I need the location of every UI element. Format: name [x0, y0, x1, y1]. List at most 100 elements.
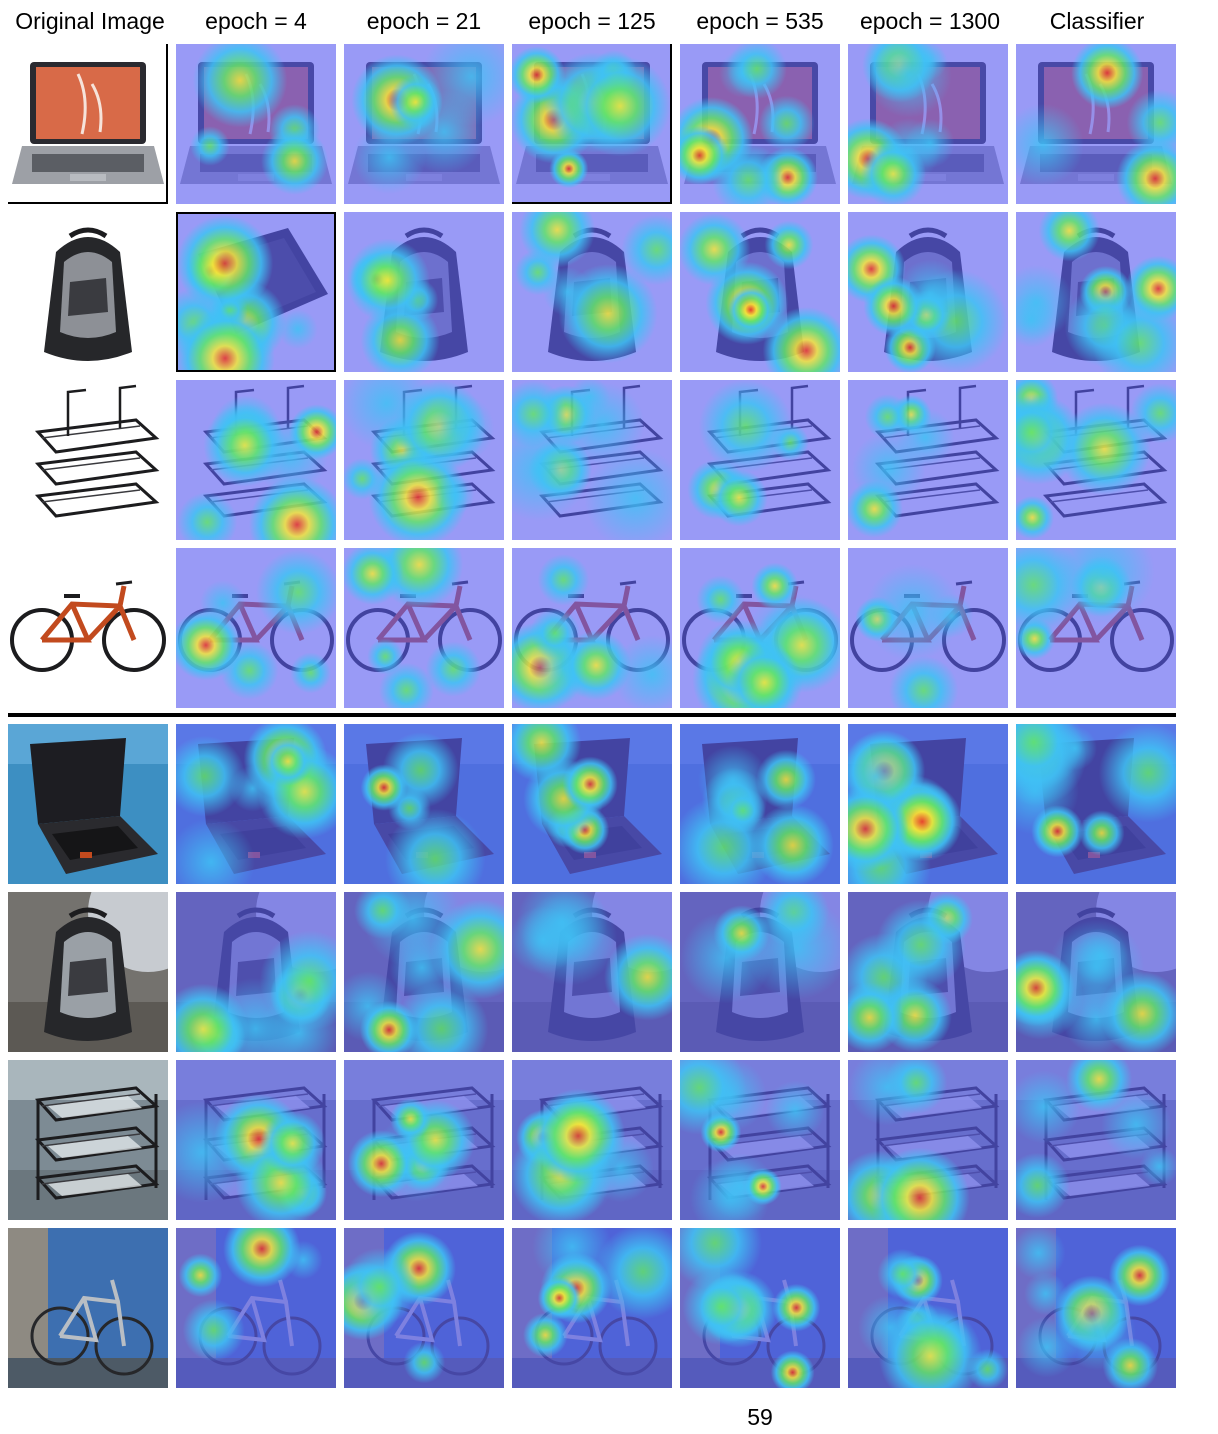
- attention-map-letter-tray-r6-c3: [512, 1060, 672, 1220]
- heatmap-overlay: [176, 1060, 336, 1220]
- heatmap-overlay: [680, 892, 840, 1052]
- bicycle-scene: [8, 1228, 168, 1388]
- attention-map-letter-tray-r2-c2: [344, 380, 504, 540]
- column-header-6: Classifier: [1049, 8, 1145, 34]
- attention-map-laptop-r4-c1: [176, 724, 336, 884]
- attention-map-laptop-r4-c4: [680, 724, 840, 884]
- original-image-letter-tray-r6-c0: [8, 1060, 168, 1220]
- original-image-backpack-r5-c0: [8, 892, 168, 1052]
- bicycle-scene: [8, 548, 168, 708]
- attention-map-letter-tray-r2-c3: [512, 380, 672, 540]
- heatmap-overlay: [512, 1228, 672, 1388]
- column-header-0: Original Image: [15, 8, 165, 34]
- attention-map-backpack-r5-c3: [512, 892, 672, 1052]
- attention-map-letter-tray-r2-c6: [1016, 380, 1176, 540]
- heatmap-overlay: [680, 212, 840, 372]
- column-header-1: epoch = 4: [205, 8, 307, 34]
- attention-map-bicycle-r3-c4: [680, 548, 840, 708]
- attention-map-laptop-r4-c6: [1016, 724, 1176, 884]
- heatmap-overlay: [176, 1228, 336, 1388]
- attention-map-laptop-r0-c2: [344, 44, 504, 204]
- column-header-5: epoch = 1300: [859, 8, 1001, 34]
- original-image-letter-tray-r2-c0: [8, 380, 168, 540]
- heatmap-overlay: [1016, 892, 1176, 1052]
- heatmap-overlay: [1016, 548, 1176, 708]
- heatmap-overlay: [512, 892, 672, 1052]
- heatmap-overlay: [176, 380, 336, 540]
- attention-map-bicycle-r7-c3: [512, 1228, 672, 1388]
- attention-map-bicycle-r3-c1: [176, 548, 336, 708]
- attention-map-bicycle-r3-c2: [344, 548, 504, 708]
- heatmap-overlay: [344, 1060, 504, 1220]
- heatmap-overlay: [680, 44, 840, 204]
- attention-map-bicycle-r7-c6: [1016, 1228, 1176, 1388]
- attention-map-bicycle-r7-c4: [680, 1228, 840, 1388]
- attention-map-bicycle-r3-c3: [512, 548, 672, 708]
- attention-map-backpack-r5-c6: [1016, 892, 1176, 1052]
- attention-map-backpack-r1-c1: [176, 212, 336, 372]
- attention-map-backpack-r5-c5: [848, 892, 1008, 1052]
- attention-map-letter-tray-r6-c6: [1016, 1060, 1176, 1220]
- attention-map-letter-tray-r6-c2: [344, 1060, 504, 1220]
- heatmap-overlay: [680, 1060, 840, 1220]
- heatmap-overlay: [512, 548, 672, 708]
- heatmap-overlay: [1016, 1228, 1176, 1388]
- attention-map-bicycle-r7-c5: [848, 1228, 1008, 1388]
- attention-map-letter-tray-r6-c5: [848, 1060, 1008, 1220]
- heatmap-overlay: [848, 892, 1008, 1052]
- attention-map-laptop-r0-c3: [512, 44, 672, 204]
- heatmap-overlay: [848, 1228, 1008, 1388]
- heatmap-overlay: [178, 214, 334, 370]
- attention-map-letter-tray-r2-c1: [176, 380, 336, 540]
- heatmap-overlay: [848, 44, 1008, 204]
- attention-map-bicycle-r7-c2: [344, 1228, 504, 1388]
- heatmap-overlay: [680, 1228, 840, 1388]
- heatmap-overlay: [176, 724, 336, 884]
- heatmap-overlay: [344, 380, 504, 540]
- attention-map-laptop-r4-c5: [848, 724, 1008, 884]
- heatmap-overlay: [680, 548, 840, 708]
- heatmap-overlay: [1016, 380, 1176, 540]
- letter-tray-scene: [8, 380, 168, 540]
- attention-map-laptop-r0-c5: [848, 44, 1008, 204]
- attention-map-letter-tray-r2-c5: [848, 380, 1008, 540]
- attention-map-backpack-r1-c6: [1016, 212, 1176, 372]
- attention-map-bicycle-r7-c1: [176, 1228, 336, 1388]
- attention-map-laptop-r4-c2: [344, 724, 504, 884]
- heatmap-overlay: [344, 1228, 504, 1388]
- original-image-laptop-r0-c0: [8, 44, 168, 204]
- attention-map-letter-tray-r6-c1: [176, 1060, 336, 1220]
- heatmap-overlay: [176, 44, 336, 204]
- heatmap-overlay: [680, 724, 840, 884]
- heatmap-overlay: [1016, 724, 1176, 884]
- heatmap-overlay: [512, 212, 672, 372]
- heatmap-overlay: [512, 724, 672, 884]
- original-image-bicycle-r3-c0: [8, 548, 168, 708]
- heatmap-overlay: [848, 724, 1008, 884]
- letter-tray-scene: [8, 1060, 168, 1220]
- column-header-3: epoch = 125: [528, 8, 656, 34]
- heatmap-overlay: [344, 44, 504, 204]
- heatmap-overlay: [848, 212, 1008, 372]
- heatmap-overlay: [848, 380, 1008, 540]
- original-image-bicycle-r7-c0: [8, 1228, 168, 1388]
- heatmap-overlay: [848, 548, 1008, 708]
- heatmap-overlay: [344, 548, 504, 708]
- page-number: 59: [747, 1404, 773, 1430]
- heatmap-overlay: [344, 892, 504, 1052]
- attention-map-laptop-r0-c1: [176, 44, 336, 204]
- heatmap-overlay: [1016, 44, 1176, 204]
- backpack-scene: [8, 892, 168, 1052]
- attention-map-laptop-r0-c6: [1016, 44, 1176, 204]
- heatmap-overlay: [512, 1060, 672, 1220]
- column-header-4: epoch = 535: [696, 8, 824, 34]
- heatmap-overlay: [344, 212, 504, 372]
- original-image-backpack-r1-c0: [8, 212, 168, 372]
- heatmap-overlay: [680, 380, 840, 540]
- attention-map-backpack-r5-c1: [176, 892, 336, 1052]
- heatmap-overlay: [1016, 1060, 1176, 1220]
- attention-map-letter-tray-r6-c4: [680, 1060, 840, 1220]
- laptop-scene: [8, 724, 168, 884]
- heatmap-overlay: [176, 892, 336, 1052]
